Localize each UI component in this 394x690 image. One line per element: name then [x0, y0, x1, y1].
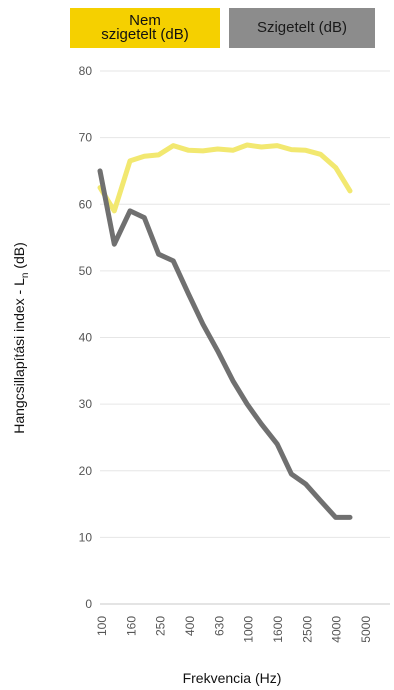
- legend-item-not-insulated: Nem szigetelt (dB): [70, 8, 220, 48]
- x-tick-label: 250: [154, 616, 168, 636]
- y-tick-label: 50: [79, 264, 93, 278]
- y-axis-ticks: 0 10 20 30 40 50 60 70 80: [79, 64, 93, 611]
- y-axis-title-main: Hangcsillapítási index - L: [11, 278, 27, 434]
- x-tick-label: 1000: [242, 616, 256, 643]
- series-line-not-insulated: [97, 142, 353, 214]
- legend-label-line2: szigetelt (dB): [101, 26, 189, 43]
- x-tick-label: 5000: [359, 616, 373, 643]
- x-tick-label: 400: [183, 616, 197, 636]
- y-tick-label: 0: [85, 597, 92, 611]
- x-axis-title: Frekvencia (Hz): [183, 670, 282, 686]
- x-tick-label: 160: [124, 616, 138, 636]
- series-line-insulated: [97, 168, 353, 520]
- y-tick-label: 10: [79, 530, 93, 544]
- y-tick-label: 70: [79, 131, 93, 145]
- legend-item-insulated: Szigetelt (dB): [229, 8, 375, 48]
- x-tick-label: 4000: [330, 616, 344, 643]
- y-tick-label: 30: [79, 397, 93, 411]
- x-tick-label: 2500: [300, 616, 314, 643]
- y-tick-label: 20: [79, 464, 93, 478]
- y-tick-label: 40: [79, 331, 93, 345]
- y-axis-title-subscript: n: [20, 273, 31, 279]
- x-tick-label: 630: [212, 616, 226, 636]
- x-axis-ticks: 100 160 250 400 630 1000 1600 2500 4000 5000: [95, 616, 373, 643]
- x-tick-label: 1600: [271, 616, 285, 643]
- y-tick-label: 60: [79, 197, 93, 211]
- y-tick-label: 80: [79, 64, 93, 78]
- y-axis-title: Hangcsillapítási index - Ln (dB): [11, 242, 31, 434]
- legend-label-line1: Nem: [129, 12, 161, 29]
- x-tick-label: 100: [95, 616, 109, 636]
- series-lines: [97, 142, 353, 520]
- legend-label: Szigetelt (dB): [256, 19, 348, 36]
- y-axis-title-unit: (dB): [11, 242, 27, 272]
- gridlines: [100, 70, 390, 605]
